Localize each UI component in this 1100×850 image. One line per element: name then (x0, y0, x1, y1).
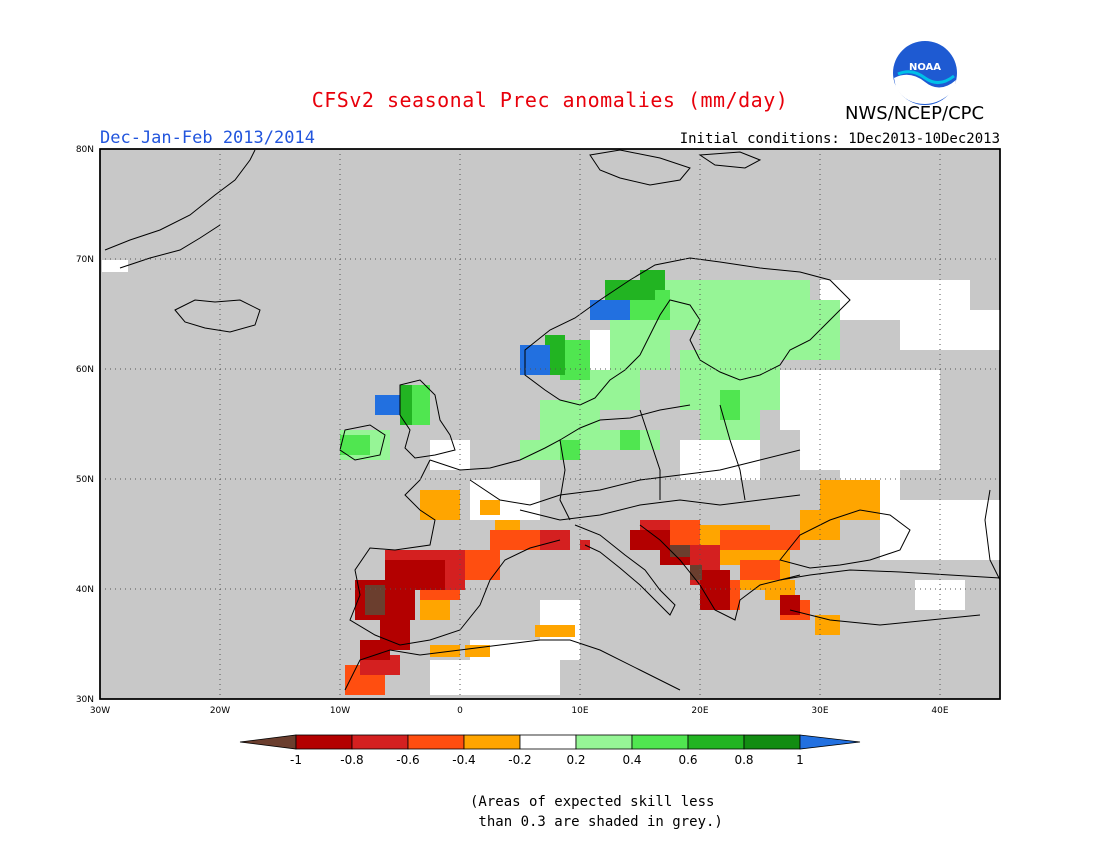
legend-label: 1 (796, 753, 804, 767)
legend-label: -1 (290, 753, 302, 767)
lon-tick: 40E (931, 706, 948, 716)
lon-tick: 0 (457, 706, 463, 716)
color-legend (239, 734, 861, 750)
legend-label: -0.4 (452, 753, 475, 767)
lat-tick: 30N (76, 695, 94, 705)
legend-label: 0.2 (566, 753, 585, 767)
lat-tick: 50N (76, 475, 94, 485)
lat-tick-labels: 30N 40N 50N 60N 70N 80N (76, 145, 94, 705)
lon-tick: 30E (811, 706, 828, 716)
legend-swatch (687, 734, 745, 750)
map-frame (99, 148, 1001, 700)
noaa-logo-icon: NOAA (893, 41, 957, 105)
legend-swatch (743, 734, 801, 750)
lon-tick: 10W (330, 706, 350, 716)
legend-label: -0.2 (508, 753, 531, 767)
season-label: Dec-Jan-Feb 2013/2014 (100, 128, 315, 148)
legend-swatch (575, 734, 633, 750)
lat-tick: 70N (76, 255, 94, 265)
legend-swatch-low (239, 734, 297, 750)
chart-title: CFSv2 seasonal Prec anomalies (mm/day) (311, 88, 789, 112)
graticule (100, 149, 1000, 699)
lat-tick: 40N (76, 585, 94, 595)
lat-tick: 80N (76, 145, 94, 155)
lon-tick: 10E (571, 706, 588, 716)
footnote-line-2: than 0.3 are shaded in grey.) (470, 814, 723, 830)
coastlines (104, 149, 1001, 691)
legend-swatch (463, 734, 521, 750)
lon-tick: 30W (90, 706, 110, 716)
legend-label: -0.8 (340, 753, 363, 767)
legend-labels: -1 -0.8 -0.6 -0.4 -0.2 0.2 0.4 0.6 0.8 1 (290, 753, 804, 767)
legend-swatch (519, 734, 577, 750)
agency-label: NWS/NCEP/CPC (845, 103, 985, 124)
legend-swatch (351, 734, 409, 750)
footnote-line-1: (Areas of expected skill less (470, 794, 715, 810)
lon-tick: 20W (210, 706, 230, 716)
lon-tick: 20E (691, 706, 708, 716)
legend-label: 0.4 (622, 753, 641, 767)
legend-swatch (631, 734, 689, 750)
legend-swatch (407, 734, 465, 750)
lat-tick: 60N (76, 365, 94, 375)
lon-tick-labels: 30W 20W 10W 0 10E 20E 30E 40E (90, 706, 949, 716)
legend-label: 0.6 (678, 753, 697, 767)
logo-text: NOAA (909, 62, 941, 73)
legend-label: -0.6 (396, 753, 419, 767)
initial-conditions-label: Initial conditions: 1Dec2013-10Dec2013 (679, 131, 1000, 147)
legend-swatch-high (799, 734, 861, 750)
legend-label: 0.8 (734, 753, 753, 767)
skill-footnote: (Areas of expected skill less than 0.3 a… (470, 792, 730, 832)
legend-swatch (295, 734, 353, 750)
